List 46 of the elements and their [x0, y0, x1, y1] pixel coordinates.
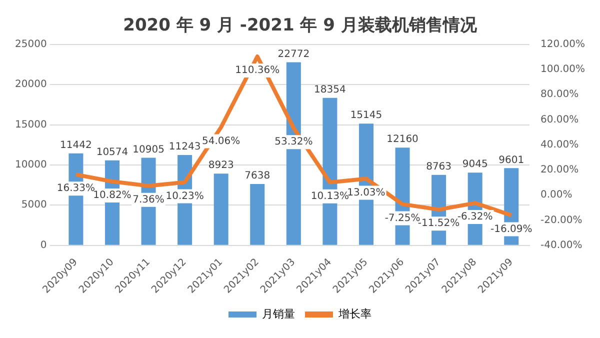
data-label: 53.32%: [274, 136, 313, 148]
data-label: -6.32%: [457, 212, 493, 223]
data-label: 110.36%: [235, 65, 280, 76]
data-label: 15145: [350, 110, 382, 122]
data-label: 18354: [314, 84, 346, 96]
data-label: 22772: [278, 48, 310, 60]
data-label: 10.13%: [310, 190, 350, 202]
y2-tick-label: 0.00%: [540, 190, 572, 201]
data-label: -7.25%: [384, 212, 420, 224]
data-label: 8923: [208, 160, 234, 172]
data-label: 7.36%: [132, 194, 164, 206]
chart-title: 2020 年 9 月 -2021 年 9 月装载机销售情况: [123, 16, 478, 36]
data-label: 10574: [96, 146, 128, 158]
y2-tick-label: 60.00%: [540, 114, 579, 126]
y-tick-label: 10000: [15, 160, 47, 171]
y2-tick-label: 20.00%: [540, 164, 579, 176]
y-tick-label: 25000: [15, 38, 47, 50]
data-label: 8763: [426, 162, 452, 172]
data-label: 9601: [498, 154, 524, 166]
y-tick-label: 0: [40, 240, 47, 251]
data-label: 12160: [386, 134, 418, 146]
data-label: 16.33%: [56, 183, 96, 194]
data-label: -11.52%: [418, 218, 460, 230]
data-label: 13.03%: [347, 187, 386, 198]
data-label: -16.09%: [490, 224, 532, 235]
data-label: 9045: [462, 159, 488, 170]
bar: [214, 174, 228, 245]
data-label: 11442: [60, 140, 92, 151]
y2-tick-label: -40.00%: [540, 240, 582, 251]
y-tick-label: 20000: [15, 79, 47, 90]
legend-label: 月销量: [262, 307, 295, 320]
y2-tick-label: 120.00%: [540, 38, 586, 50]
data-label: 10905: [132, 144, 164, 156]
y2-tick-label: 80.00%: [540, 89, 579, 100]
y-tick-label: 15000: [15, 119, 47, 130]
data-label: 7638: [244, 170, 270, 182]
data-label: 54.06%: [202, 136, 240, 147]
data-label: 10.23%: [166, 190, 204, 202]
y2-tick-label: 40.00%: [540, 139, 579, 150]
data-label: 11243: [168, 142, 201, 153]
bar: [250, 184, 265, 245]
y2-tick-label: 100.00%: [540, 64, 586, 76]
y2-tick-label: -20.00%: [540, 214, 582, 226]
y-tick-label: 5000: [21, 200, 47, 211]
legend-label: 增长率: [338, 307, 372, 320]
data-label: 10.82%: [93, 190, 132, 202]
